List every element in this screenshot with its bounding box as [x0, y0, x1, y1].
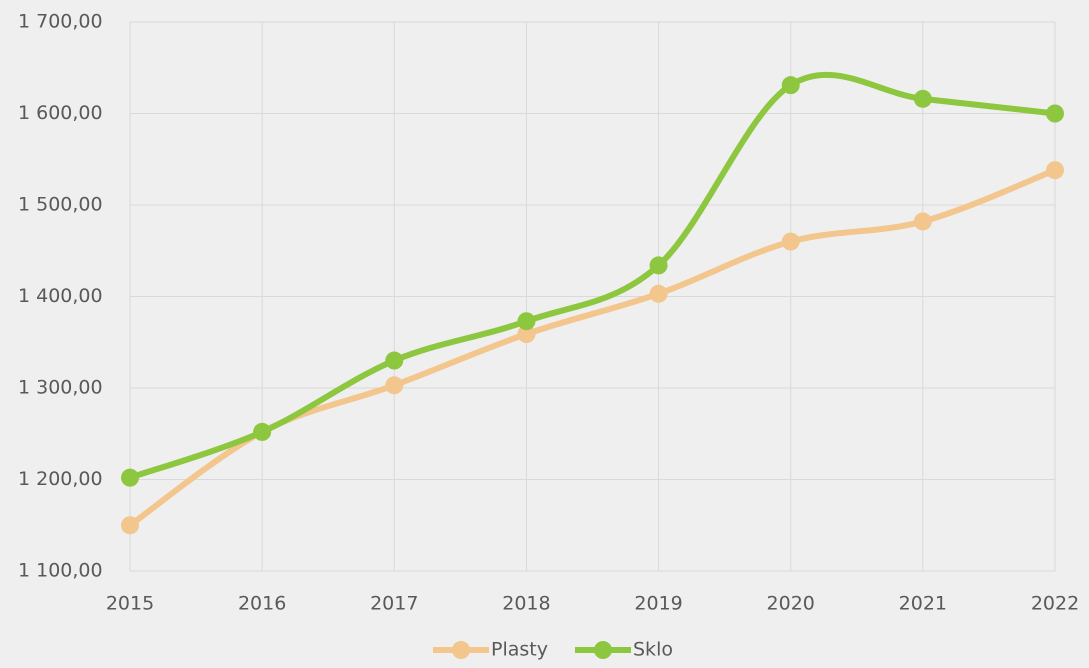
x-tick-label: 2022	[1031, 593, 1079, 615]
marker	[913, 89, 932, 108]
marker	[385, 351, 404, 370]
y-tick-label: 1 400,00	[18, 285, 103, 307]
x-tick-label: 2018	[502, 593, 550, 615]
marker	[121, 516, 139, 535]
y-tick-label: 1 600,00	[18, 102, 103, 124]
y-tick-label: 1 700,00	[18, 11, 103, 33]
legend-marker	[452, 641, 470, 659]
marker	[781, 232, 800, 251]
marker	[649, 256, 668, 275]
y-tick-label: 1 100,00	[18, 560, 103, 582]
legend-label: Sklo	[633, 639, 673, 661]
line	[127, 72, 1058, 481]
marker	[253, 422, 272, 441]
marker	[517, 312, 536, 331]
marker	[913, 212, 932, 231]
x-tick-label: 2019	[634, 593, 682, 615]
y-tick-label: 1 300,00	[18, 377, 103, 399]
marker	[121, 468, 139, 487]
y-tick-label: 1 500,00	[18, 194, 103, 216]
marker	[517, 325, 536, 344]
marker	[649, 284, 668, 303]
legend-label: Plasty	[491, 639, 548, 661]
x-tick-label: 2020	[767, 593, 815, 615]
marker	[1046, 104, 1064, 123]
legend-marker	[594, 641, 612, 659]
marker	[385, 376, 404, 395]
x-tick-label: 2021	[899, 593, 947, 615]
x-tick-label: 2016	[238, 593, 286, 615]
marker	[781, 76, 800, 95]
marker	[1046, 161, 1064, 180]
x-tick-label: 2015	[106, 593, 154, 615]
y-tick-label: 1 200,00	[18, 468, 103, 490]
x-tick-label: 2017	[370, 593, 418, 615]
